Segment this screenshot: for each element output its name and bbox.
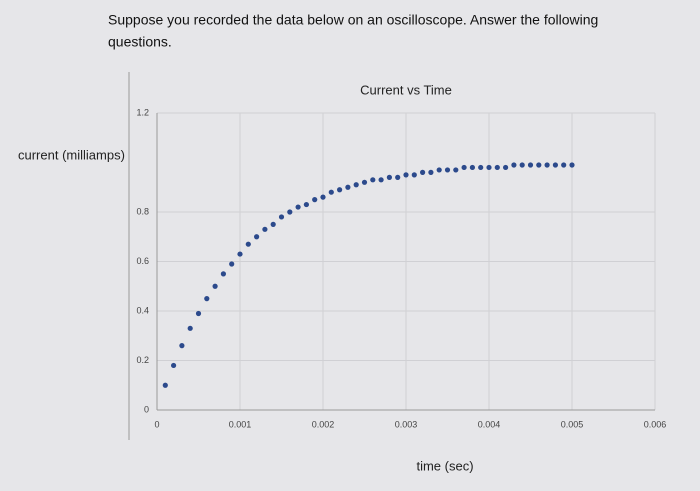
data-point (469, 164, 475, 171)
data-point (328, 189, 334, 195)
data-point (195, 310, 202, 317)
data-point (237, 251, 243, 257)
data-point (370, 177, 376, 183)
data-point (320, 194, 326, 200)
y-tick-label: 1.2 (136, 107, 149, 117)
x-tick-label: 0.005 (561, 419, 584, 429)
y-axis-label: current (milliamps) (18, 147, 125, 162)
data-point (395, 174, 401, 180)
data-point (353, 182, 359, 188)
data-point (295, 204, 301, 210)
data-point (254, 234, 260, 240)
x-tick-label: 0.006 (644, 419, 667, 429)
data-point (569, 162, 575, 168)
x-tick-label: 0.003 (395, 419, 418, 429)
question-line: Suppose you recorded the data below on a… (108, 12, 598, 28)
x-tick-label: 0 (154, 419, 159, 429)
data-point (303, 201, 309, 208)
data-point (519, 162, 525, 168)
data-point (270, 221, 276, 227)
data-point (503, 164, 509, 171)
data-point (220, 271, 226, 277)
data-point (428, 169, 434, 175)
plot: 0 0.2 0.4 0.6 0.8 1.2 0 0.001 0.002 0.003 0.004 0.0… (136, 107, 666, 429)
data-point (486, 164, 492, 171)
data-point (544, 162, 550, 168)
data-point (386, 174, 392, 180)
data-point (561, 162, 567, 168)
data-point (162, 382, 168, 388)
chart-title: Current vs Time (360, 82, 452, 97)
data-point (345, 184, 351, 190)
data-point (403, 172, 409, 178)
data-point (378, 177, 384, 183)
data-point (420, 169, 426, 175)
data-point (527, 162, 534, 168)
data-point (171, 362, 177, 369)
y-tick-label: 0.6 (136, 256, 149, 266)
data-point (453, 167, 459, 173)
y-tick-label: 0.2 (136, 355, 149, 365)
y-tick-label: 0.4 (136, 305, 149, 315)
data-point (536, 162, 542, 168)
y-tick-label: 0.8 (136, 206, 149, 216)
data-point (444, 167, 451, 173)
data-point (436, 167, 442, 173)
y-tick-label: 0 (144, 404, 149, 414)
data-point (478, 164, 484, 171)
data-point (511, 162, 517, 168)
data-point (461, 164, 467, 171)
data-point (262, 226, 268, 232)
data-point (411, 172, 417, 178)
x-tick-label: 0.002 (312, 419, 335, 429)
data-point (187, 325, 193, 331)
data-point (179, 343, 185, 349)
data-point (287, 209, 293, 215)
x-tick-label: 0.001 (229, 419, 252, 429)
data-point (337, 187, 343, 193)
data-point (494, 164, 500, 171)
data-point (312, 197, 318, 203)
question-line: questions. (108, 34, 172, 50)
x-tick-label: 0.004 (478, 419, 501, 429)
data-point (552, 162, 559, 168)
x-axis-label: time (sec) (416, 458, 473, 473)
data-point (204, 296, 210, 302)
data-point (229, 261, 235, 267)
data-point (278, 214, 285, 220)
data-point (361, 179, 368, 185)
data-point (245, 241, 251, 247)
data-point (212, 283, 218, 289)
